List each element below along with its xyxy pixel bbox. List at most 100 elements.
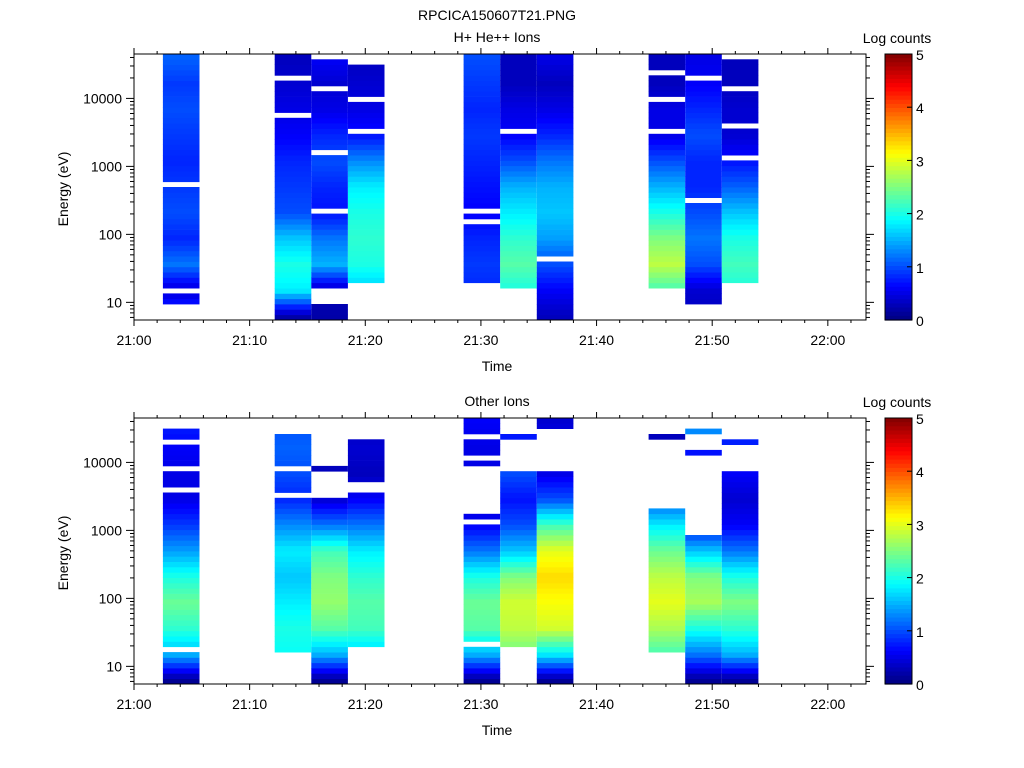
spectrogram-bin [463, 250, 501, 257]
colorbar-swatch [885, 54, 912, 59]
spectrogram-bin [536, 641, 574, 648]
colorbar-swatch [885, 671, 912, 677]
colorbar-swatch [885, 141, 912, 147]
spectrogram-bin [685, 577, 722, 584]
spectrogram-bin [648, 54, 686, 60]
spectrogram-bin [463, 588, 501, 594]
spectrogram-bin [274, 64, 312, 71]
spectrogram-bin [463, 673, 501, 680]
spectrogram-bin [721, 439, 759, 445]
spectrogram-bin [721, 250, 759, 257]
spectrogram-bin [311, 101, 348, 108]
colorbar-tick-label: 3 [916, 517, 924, 533]
spectrogram-bin [162, 155, 200, 161]
spectrogram-bin [311, 604, 348, 610]
spectrogram-bin [463, 545, 501, 552]
spectrogram-bin [311, 117, 348, 124]
spectrogram-bin [162, 272, 200, 278]
spectrogram-bin [162, 556, 200, 562]
spectrogram-bin [274, 176, 312, 183]
spectrogram-bin [311, 192, 348, 198]
spectrogram-bin [648, 224, 686, 230]
spectrogram-bin [500, 625, 537, 632]
spectrogram-bin [648, 139, 686, 145]
spectrogram-bin [500, 197, 537, 204]
spectrogram-bin [685, 662, 722, 669]
spectrogram-bin [274, 229, 312, 236]
spectrogram-bin [536, 298, 574, 305]
spectrogram-bin [685, 240, 722, 246]
spectrogram-bin [274, 224, 312, 230]
spectrogram-bin [685, 598, 722, 605]
spectrogram-bin [311, 497, 348, 504]
spectrogram-bin [347, 240, 385, 246]
colorbar-swatch [885, 83, 912, 88]
spectrogram-bin [536, 540, 574, 547]
spectrogram-bin [311, 593, 348, 600]
colorbar-swatch [885, 679, 912, 685]
spectrogram-bin [536, 261, 574, 268]
spectrogram-bin [274, 298, 312, 305]
colorbar-swatch [885, 253, 912, 259]
colorbar-swatch [885, 638, 912, 644]
spectrogram-bin [162, 535, 200, 541]
spectrogram-bin [648, 91, 686, 97]
spectrogram-bin [274, 70, 312, 76]
x-tick-label: 21:20 [348, 332, 383, 348]
spectrogram-bin [721, 646, 759, 653]
spectrogram-bin [311, 309, 348, 316]
spectrogram-bin [162, 59, 200, 65]
spectrogram-bin [463, 107, 501, 113]
spectrogram-bin [347, 519, 385, 525]
spectrogram-bin [463, 197, 501, 204]
colorbar-swatch [885, 66, 912, 72]
spectrogram-bin [500, 519, 537, 525]
spectrogram-bin [648, 561, 686, 568]
spectrogram-bin [463, 181, 501, 188]
spectrogram-bin [536, 678, 574, 685]
colorbar-swatch [885, 241, 912, 246]
spectrogram-bin [274, 277, 312, 284]
spectrogram-bin [274, 165, 312, 172]
spectrogram-bin [648, 107, 686, 113]
spectrogram-bin [311, 218, 348, 225]
spectrogram-bin [500, 149, 537, 156]
spectrogram-bin [536, 96, 574, 103]
spectrogram-bin [721, 70, 759, 76]
spectrogram-bin [685, 551, 722, 557]
colorbar-swatch [885, 178, 912, 184]
colorbar-swatch [885, 459, 912, 465]
spectrogram-bin [162, 668, 200, 674]
colorbar-swatch [885, 182, 912, 188]
colorbar-tick-label: 0 [916, 313, 924, 329]
spectrogram-bin [274, 272, 312, 278]
spectrogram-bin [721, 117, 759, 124]
spectrogram-bin [274, 149, 312, 156]
spectrogram-bin [500, 598, 537, 605]
spectrogram-bin [311, 240, 348, 246]
spectrogram-bin [500, 133, 537, 140]
spectrogram-bin [500, 203, 537, 209]
spectrogram-bin [536, 309, 574, 316]
spectrogram-bin [274, 614, 312, 621]
spectrogram-bin [347, 149, 385, 156]
colorbar-label: Log counts [863, 30, 932, 46]
spectrogram-bin [311, 155, 348, 161]
spectrogram-bin [347, 277, 385, 284]
spectrogram-bin [347, 492, 385, 499]
spectrogram-bin [463, 529, 501, 536]
colorbar-tick-label: 4 [916, 100, 924, 116]
colorbar-swatch [885, 621, 912, 627]
colorbar-swatch [885, 521, 912, 527]
spectrogram-bin [721, 139, 759, 145]
spectrogram-bin [685, 91, 722, 97]
colorbar-swatch [885, 630, 912, 635]
spectrogram-bin [500, 240, 537, 246]
spectrogram-bin [311, 139, 348, 145]
spectrogram-bin [721, 64, 759, 71]
spectrogram-bin [500, 556, 537, 562]
spectrogram-bin [274, 529, 312, 536]
colorbar-swatch [885, 442, 912, 448]
spectrogram-bin [648, 598, 686, 605]
colorbar [884, 417, 913, 685]
